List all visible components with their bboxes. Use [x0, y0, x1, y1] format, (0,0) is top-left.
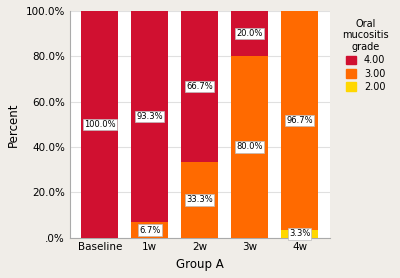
Text: 20.0%: 20.0%	[236, 29, 263, 38]
Bar	[231, 11, 268, 56]
Text: 96.7%: 96.7%	[286, 116, 313, 125]
Text: 3.3%: 3.3%	[289, 229, 310, 239]
Bar	[181, 11, 218, 162]
Y-axis label: Percent: Percent	[7, 102, 20, 147]
Bar	[131, 222, 168, 238]
Bar	[281, 230, 318, 238]
Text: 6.7%: 6.7%	[139, 225, 160, 235]
Legend: 4.00, 3.00, 2.00: 4.00, 3.00, 2.00	[340, 16, 392, 95]
Bar	[131, 11, 168, 222]
Text: 33.3%: 33.3%	[186, 195, 213, 204]
X-axis label: Group A: Group A	[176, 258, 224, 271]
Bar	[181, 162, 218, 238]
Text: 80.0%: 80.0%	[236, 142, 263, 152]
Text: 66.7%: 66.7%	[186, 82, 213, 91]
Bar	[281, 11, 318, 230]
Text: 100.0%: 100.0%	[84, 120, 116, 129]
Bar	[231, 56, 268, 238]
Text: 93.3%: 93.3%	[136, 112, 163, 121]
Bar	[81, 11, 118, 238]
